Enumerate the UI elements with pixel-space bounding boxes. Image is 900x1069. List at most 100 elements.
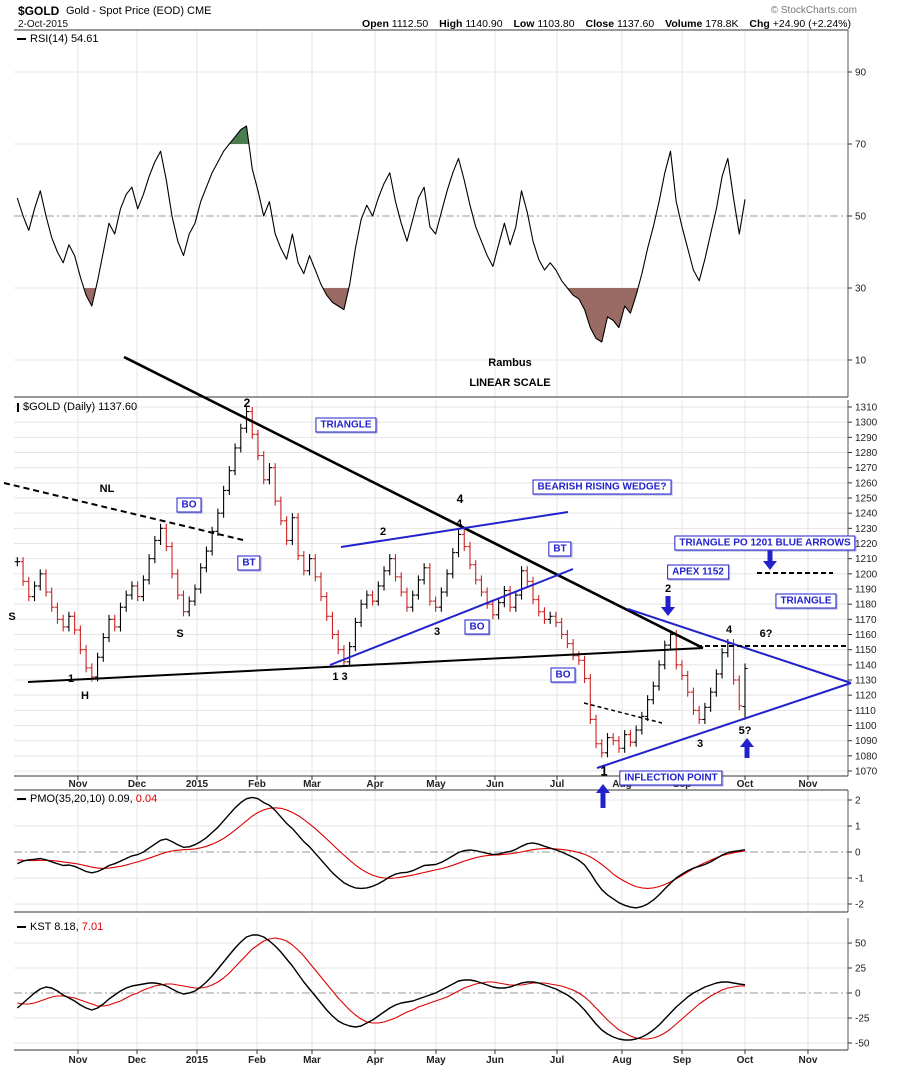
svg-text:1150: 1150 <box>855 645 877 656</box>
rsi-series <box>16 125 746 343</box>
svg-text:1130: 1130 <box>855 676 877 687</box>
svg-text:-25: -25 <box>855 1014 870 1025</box>
svg-text:1260: 1260 <box>855 478 878 489</box>
svg-text:0: 0 <box>855 989 861 1000</box>
svg-text:1140: 1140 <box>855 660 877 671</box>
chart-date: 2-Oct-2015 <box>18 19 69 30</box>
svg-text:1270: 1270 <box>855 463 878 474</box>
price-bars <box>14 407 748 758</box>
svg-text:Apr: Apr <box>366 779 383 790</box>
svg-text:2015: 2015 <box>186 779 209 790</box>
svg-text:10: 10 <box>855 356 867 367</box>
open-value: 1112.50 <box>391 18 429 30</box>
kst-signal-value: 7.01 <box>81 921 104 933</box>
rsi-legend: RSI(14) 54.61 <box>17 33 98 45</box>
svg-text:1080: 1080 <box>855 751 878 762</box>
svg-text:1240: 1240 <box>855 509 878 520</box>
svg-text:1280: 1280 <box>855 448 878 459</box>
svg-text:Mar: Mar <box>303 1055 321 1066</box>
svg-text:90: 90 <box>855 68 867 79</box>
svg-text:1070: 1070 <box>855 767 878 778</box>
low-label: Low <box>513 18 535 30</box>
svg-text:1180: 1180 <box>855 600 877 611</box>
svg-text:1: 1 <box>855 822 861 833</box>
svg-text:Jul: Jul <box>550 779 565 790</box>
line-series-icon <box>17 38 26 41</box>
svg-text:Oct: Oct <box>737 779 754 790</box>
high-label: High <box>439 18 463 30</box>
quote-line: Open 1112.50 High 1140.90 Low 1103.80 Cl… <box>362 18 851 30</box>
high-value: 1140.90 <box>465 18 503 30</box>
svg-text:Oct: Oct <box>737 1055 754 1066</box>
chg-label: Chg <box>749 18 770 30</box>
svg-text:Aug: Aug <box>612 779 631 790</box>
down-arrow-icon <box>661 596 675 616</box>
up-arrow-icon <box>740 738 754 758</box>
svg-text:0: 0 <box>855 848 861 859</box>
rsi-legend-text: RSI(14) 54.61 <box>30 33 99 45</box>
pmo-legend-text: PMO(35,20,10) 0.09, <box>30 793 133 805</box>
chart-title: Gold - Spot Price (EOD) CME <box>66 5 212 17</box>
kst-series <box>16 934 746 1041</box>
price-legend: $GOLD (Daily) 1137.60 <box>17 401 137 413</box>
pmo-signal-value: 0.04 <box>135 793 158 805</box>
svg-text:2: 2 <box>855 796 861 807</box>
svg-text:1110: 1110 <box>855 706 876 717</box>
svg-text:May: May <box>426 779 446 790</box>
svg-text:1090: 1090 <box>855 736 878 747</box>
svg-text:1100: 1100 <box>855 721 877 732</box>
scale-label: LINEAR SCALE <box>469 377 551 389</box>
svg-text:Sep: Sep <box>673 779 691 790</box>
svg-text:50: 50 <box>855 212 867 223</box>
svg-text:1310: 1310 <box>855 403 878 414</box>
volume-value: 178.8K <box>705 18 739 30</box>
volume-label: Volume <box>665 18 703 30</box>
svg-text:Jun: Jun <box>486 1055 504 1066</box>
svg-text:Jul: Jul <box>550 1055 565 1066</box>
bar-series-icon <box>17 402 19 412</box>
line-series-icon <box>17 798 26 801</box>
kst-legend: KST 8.18, 7.01 <box>17 921 103 933</box>
svg-text:1220: 1220 <box>855 539 878 550</box>
up-arrow-icon <box>596 784 610 808</box>
svg-text:Nov: Nov <box>799 1055 818 1066</box>
svg-text:Feb: Feb <box>248 779 266 790</box>
svg-text:2015: 2015 <box>186 1055 209 1066</box>
svg-text:-50: -50 <box>855 1039 870 1050</box>
svg-text:30: 30 <box>855 284 867 295</box>
svg-text:May: May <box>426 1055 446 1066</box>
pmo-series <box>17 796 746 909</box>
grid-layer <box>14 30 848 1050</box>
close-label: Close <box>585 18 615 30</box>
svg-text:Mar: Mar <box>303 779 321 790</box>
svg-text:70: 70 <box>855 140 867 151</box>
low-value: 1103.80 <box>537 18 575 30</box>
pmo-legend: PMO(35,20,10) 0.09, 0.04 <box>17 793 157 805</box>
svg-text:1300: 1300 <box>855 418 878 429</box>
svg-text:1120: 1120 <box>855 691 877 702</box>
svg-text:-2: -2 <box>855 900 864 911</box>
close-value: 1137.60 <box>617 18 655 30</box>
svg-text:Aug: Aug <box>612 1055 631 1066</box>
down-arrow-icon <box>763 550 777 570</box>
svg-text:Apr: Apr <box>366 1055 383 1066</box>
svg-text:Jun: Jun <box>486 779 504 790</box>
svg-text:1200: 1200 <box>855 569 878 580</box>
price-legend-text: $GOLD (Daily) 1137.60 <box>23 401 138 413</box>
svg-text:1210: 1210 <box>855 554 878 565</box>
svg-text:Feb: Feb <box>248 1055 266 1066</box>
svg-text:Sep: Sep <box>673 1055 691 1066</box>
axis-layer: 9070503010131013001290128012701260125012… <box>14 29 878 1066</box>
svg-text:-1: -1 <box>855 874 864 885</box>
svg-text:Dec: Dec <box>128 1055 147 1066</box>
watermark-rambus: Rambus <box>488 357 532 369</box>
ticker-symbol: $GOLD <box>18 4 60 18</box>
svg-text:25: 25 <box>855 964 867 975</box>
svg-text:1190: 1190 <box>855 585 877 596</box>
svg-text:Dec: Dec <box>128 779 147 790</box>
svg-text:1230: 1230 <box>855 524 878 535</box>
svg-text:Nov: Nov <box>69 779 88 790</box>
svg-text:1170: 1170 <box>855 615 877 626</box>
